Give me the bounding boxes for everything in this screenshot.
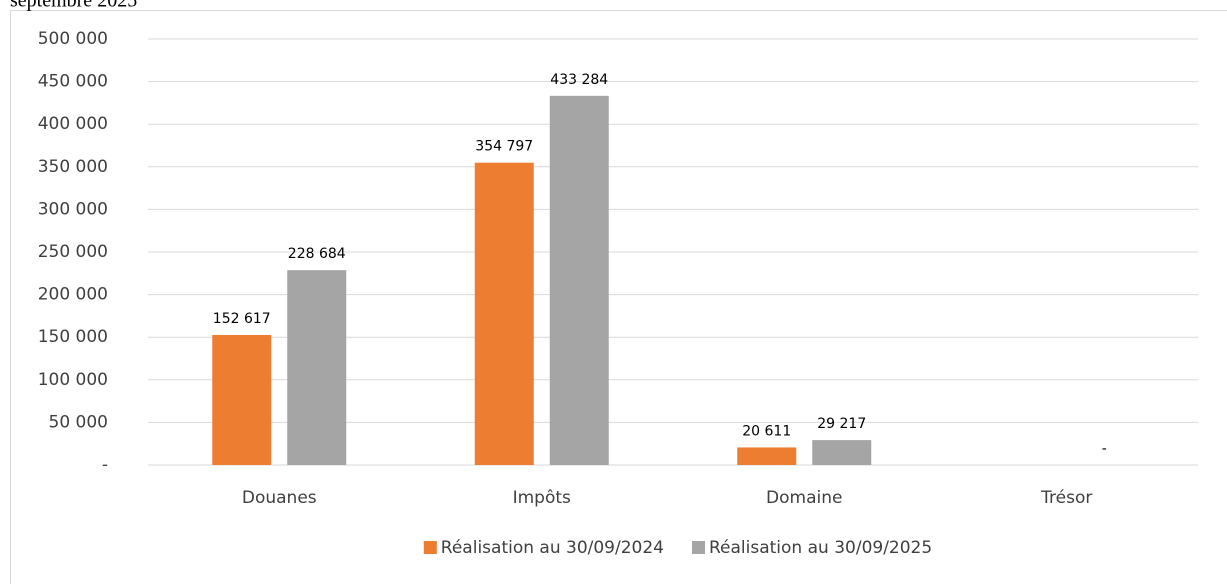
x-tick-label: Impôts bbox=[513, 488, 571, 508]
y-tick-label: 400 000 bbox=[38, 114, 108, 134]
bar bbox=[549, 95, 609, 465]
bar bbox=[812, 440, 872, 465]
x-tick-label: Trésor bbox=[1040, 488, 1092, 508]
x-tick-label: Domaine bbox=[766, 488, 842, 508]
data-label: 152 617 bbox=[213, 311, 271, 327]
y-tick-label: 500 000 bbox=[38, 29, 108, 49]
y-tick-label: 50 000 bbox=[49, 412, 108, 432]
legend-swatch bbox=[423, 541, 437, 554]
data-label: 433 284 bbox=[550, 72, 608, 88]
bar bbox=[474, 162, 534, 465]
y-tick-label: 100 000 bbox=[38, 370, 108, 390]
bar bbox=[212, 334, 272, 465]
x-tick-label: Douanes bbox=[242, 488, 317, 508]
bar bbox=[737, 447, 797, 465]
legend-swatch bbox=[692, 541, 705, 554]
y-tick-label: 300 000 bbox=[38, 199, 108, 219]
y-tick-label: 150 000 bbox=[38, 327, 108, 347]
data-label: - bbox=[1102, 441, 1107, 457]
y-tick-label: 200 000 bbox=[38, 285, 108, 305]
legend-label: Réalisation au 30/09/2024 bbox=[441, 538, 664, 558]
data-label: 354 797 bbox=[475, 139, 533, 155]
y-tick-label: - bbox=[102, 455, 108, 475]
data-label: 29 217 bbox=[817, 416, 866, 432]
legend-label: Réalisation au 30/09/2025 bbox=[709, 538, 932, 558]
data-label: 228 684 bbox=[288, 246, 346, 262]
bar bbox=[287, 270, 347, 465]
chart-title: septembre 2025 bbox=[10, 0, 137, 12]
y-tick-label: 250 000 bbox=[38, 242, 108, 262]
y-tick-label: 350 000 bbox=[38, 157, 108, 177]
chart-frame bbox=[10, 10, 1227, 584]
y-tick-label: 450 000 bbox=[38, 72, 108, 92]
data-label: 20 611 bbox=[742, 423, 791, 439]
